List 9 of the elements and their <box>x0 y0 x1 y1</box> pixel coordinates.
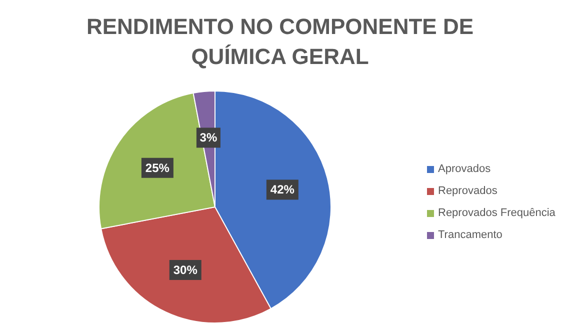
data-label: 3% <box>200 130 218 145</box>
data-label: 42% <box>270 182 295 197</box>
chart-title: RENDIMENTO NO COMPONENTE DE QUÍMICA GERAL <box>85 13 475 71</box>
legend-label: Reprovados Frequência <box>438 207 556 219</box>
data-label: 30% <box>173 262 198 277</box>
data-label: 25% <box>145 160 170 175</box>
legend-label: Reprovados <box>438 185 498 197</box>
legend-label: Aprovados <box>438 163 491 175</box>
legend-label: Trancamento <box>438 229 502 241</box>
